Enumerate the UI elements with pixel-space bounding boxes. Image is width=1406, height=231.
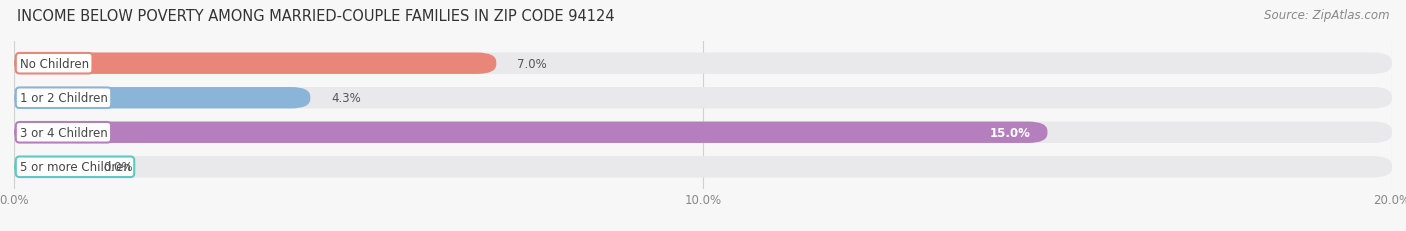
Text: 5 or more Children: 5 or more Children	[20, 161, 131, 173]
FancyBboxPatch shape	[14, 156, 83, 178]
FancyBboxPatch shape	[14, 156, 1392, 178]
Text: 1 or 2 Children: 1 or 2 Children	[20, 92, 107, 105]
Text: 7.0%: 7.0%	[517, 58, 547, 70]
Text: 3 or 4 Children: 3 or 4 Children	[20, 126, 107, 139]
FancyBboxPatch shape	[14, 53, 496, 75]
Text: 0.0%: 0.0%	[104, 161, 134, 173]
FancyBboxPatch shape	[14, 53, 1392, 75]
FancyBboxPatch shape	[14, 122, 1392, 143]
Text: 15.0%: 15.0%	[990, 126, 1031, 139]
Text: 4.3%: 4.3%	[330, 92, 361, 105]
FancyBboxPatch shape	[14, 88, 311, 109]
Text: Source: ZipAtlas.com: Source: ZipAtlas.com	[1264, 9, 1389, 22]
FancyBboxPatch shape	[14, 88, 1392, 109]
Text: INCOME BELOW POVERTY AMONG MARRIED-COUPLE FAMILIES IN ZIP CODE 94124: INCOME BELOW POVERTY AMONG MARRIED-COUPL…	[17, 9, 614, 24]
FancyBboxPatch shape	[14, 122, 1047, 143]
Text: No Children: No Children	[20, 58, 89, 70]
